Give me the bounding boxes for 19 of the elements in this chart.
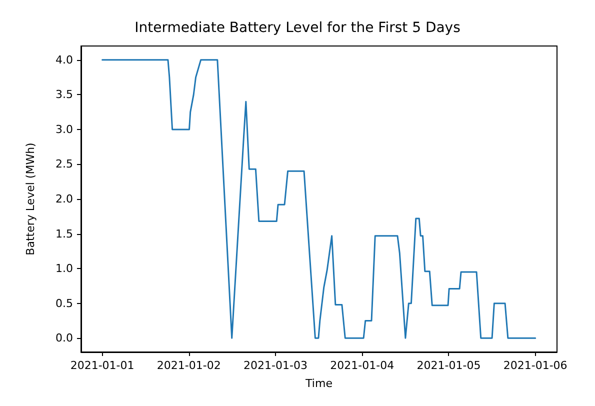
- chart-title: Intermediate Battery Level for the First 5 Days: [134, 20, 460, 36]
- x-axis-title: Time: [304, 377, 333, 390]
- x-tick-label: 2021-01-03: [244, 359, 308, 372]
- x-tick-label: 2021-01-02: [156, 359, 221, 372]
- y-tick-label: 2.5: [56, 158, 73, 171]
- y-tick-label: 0.0: [56, 332, 73, 345]
- x-tick-label: 2021-01-01: [70, 359, 134, 372]
- y-tick-label: 1.0: [56, 262, 73, 276]
- x-tick-label: 2021-01-06: [503, 359, 568, 372]
- x-tick-label: 2021-01-04: [330, 359, 394, 372]
- y-axis-title: Battery Level (MWh): [24, 142, 37, 256]
- y-tick-label: 3.5: [56, 88, 73, 102]
- x-tick-label: 2021-01-05: [416, 359, 481, 372]
- y-tick-label: 4.0: [56, 53, 73, 66]
- y-tick-label: 2.0: [56, 192, 73, 206]
- line-series: [102, 59, 536, 339]
- y-tick-label: 1.5: [56, 227, 73, 240]
- y-tick-label: 3.0: [56, 122, 73, 136]
- y-tick-label: 0.5: [56, 296, 73, 310]
